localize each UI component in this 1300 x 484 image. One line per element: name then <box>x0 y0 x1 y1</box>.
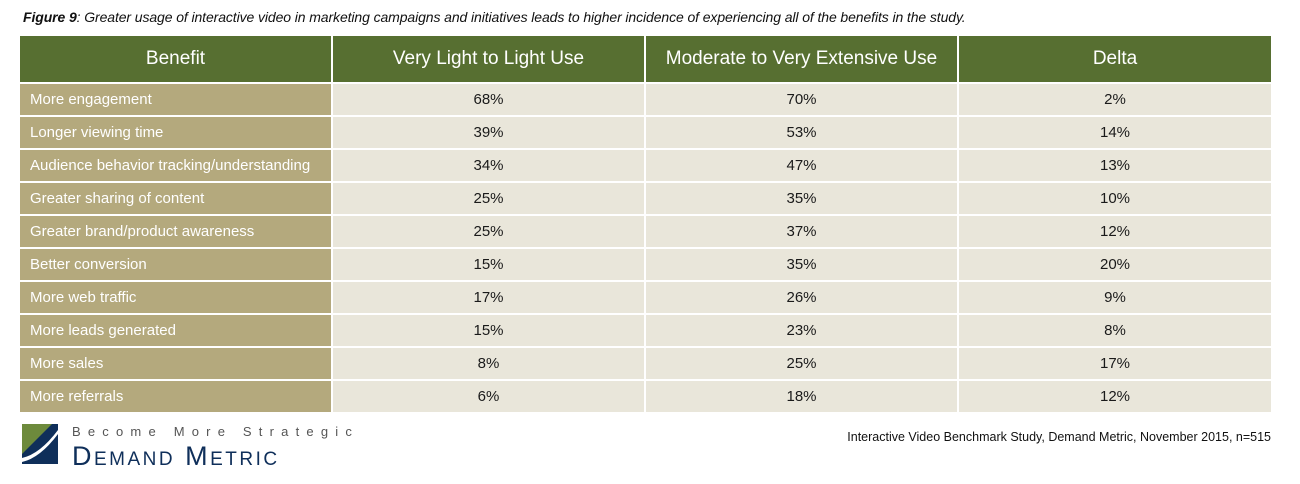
table-row: Greater sharing of content 25% 35% 10% <box>20 181 1271 215</box>
table-row: More sales 8% 25% 17% <box>20 346 1271 380</box>
extensive-use-cell: 70% <box>645 82 959 116</box>
delta-cell: 13% <box>958 148 1271 182</box>
extensive-use-cell: 37% <box>645 214 959 248</box>
table-row: Audience behavior tracking/understanding… <box>20 148 1271 182</box>
benefit-cell: More sales <box>20 346 333 380</box>
header-benefit: Benefit <box>20 36 333 83</box>
benefit-cell: More referrals <box>20 379 333 412</box>
extensive-use-cell: 23% <box>645 313 959 347</box>
benefit-cell: Greater brand/product awareness <box>20 214 333 248</box>
table-row: Greater brand/product awareness 25% 37% … <box>20 214 1271 248</box>
demand-metric-logo: Become More Strategic Demand Metric <box>22 424 382 474</box>
benefit-cell: Audience behavior tracking/understanding <box>20 148 333 182</box>
delta-cell: 20% <box>958 247 1271 281</box>
table-row: More referrals 6% 18% 12% <box>20 379 1271 412</box>
figure-caption-text: : Greater usage of interactive video in … <box>76 9 966 25</box>
demand-metric-logo-icon <box>22 424 58 464</box>
logo-brand-name: Demand Metric <box>72 441 280 471</box>
extensive-use-cell: 35% <box>645 247 959 281</box>
delta-cell: 14% <box>958 115 1271 149</box>
extensive-use-cell: 25% <box>645 346 959 380</box>
extensive-use-cell: 26% <box>645 280 959 314</box>
delta-cell: 17% <box>958 346 1271 380</box>
extensive-use-cell: 18% <box>645 379 959 412</box>
delta-cell: 12% <box>958 379 1271 412</box>
figure-label: Figure 9 <box>23 9 77 25</box>
table-row: Better conversion 15% 35% 20% <box>20 247 1271 281</box>
delta-cell: 8% <box>958 313 1271 347</box>
light-use-cell: 17% <box>332 280 646 314</box>
benefits-table: Benefit Very Light to Light Use Moderate… <box>20 36 1271 412</box>
light-use-cell: 25% <box>332 181 646 215</box>
light-use-cell: 6% <box>332 379 646 412</box>
light-use-cell: 34% <box>332 148 646 182</box>
light-use-cell: 15% <box>332 313 646 347</box>
extensive-use-cell: 35% <box>645 181 959 215</box>
delta-cell: 9% <box>958 280 1271 314</box>
table-row: Longer viewing time 39% 53% 14% <box>20 115 1271 149</box>
header-extensive-use: Moderate to Very Extensive Use <box>645 36 959 83</box>
delta-cell: 12% <box>958 214 1271 248</box>
delta-cell: 2% <box>958 82 1271 116</box>
table-row: More web traffic 17% 26% 9% <box>20 280 1271 314</box>
table-header: Benefit Very Light to Light Use Moderate… <box>20 36 1271 83</box>
header-delta: Delta <box>958 36 1271 83</box>
figure-caption: Figure 9: Greater usage of interactive v… <box>23 9 966 25</box>
header-light-use: Very Light to Light Use <box>332 36 646 83</box>
benefit-cell: Greater sharing of content <box>20 181 333 215</box>
benefit-cell: More web traffic <box>20 280 333 314</box>
logo-tagline: Become More Strategic <box>72 424 360 439</box>
extensive-use-cell: 47% <box>645 148 959 182</box>
light-use-cell: 39% <box>332 115 646 149</box>
light-use-cell: 68% <box>332 82 646 116</box>
benefit-cell: More leads generated <box>20 313 333 347</box>
light-use-cell: 8% <box>332 346 646 380</box>
header-row: Benefit Very Light to Light Use Moderate… <box>20 36 1271 83</box>
light-use-cell: 15% <box>332 247 646 281</box>
source-note: Interactive Video Benchmark Study, Deman… <box>847 430 1271 444</box>
table-body: More engagement 68% 70% 2% Longer viewin… <box>20 82 1271 412</box>
delta-cell: 10% <box>958 181 1271 215</box>
benefit-cell: Better conversion <box>20 247 333 281</box>
table-row: More engagement 68% 70% 2% <box>20 82 1271 116</box>
light-use-cell: 25% <box>332 214 646 248</box>
extensive-use-cell: 53% <box>645 115 959 149</box>
benefit-cell: Longer viewing time <box>20 115 333 149</box>
benefit-cell: More engagement <box>20 82 333 116</box>
table-row: More leads generated 15% 23% 8% <box>20 313 1271 347</box>
